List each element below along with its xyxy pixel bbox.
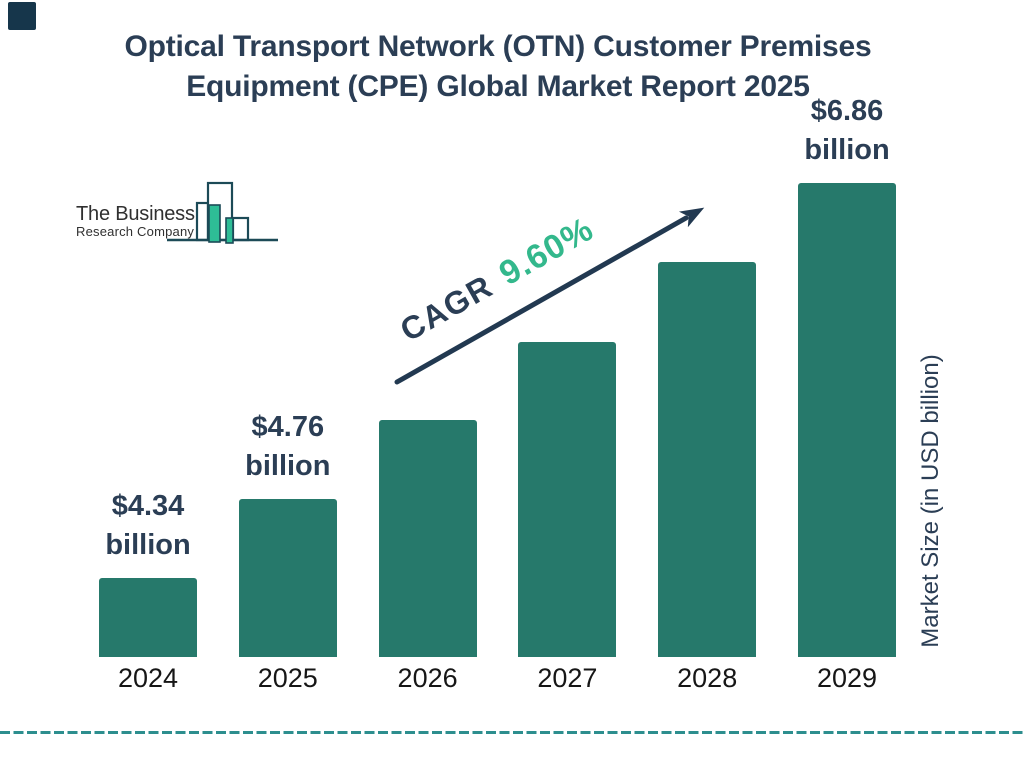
bar-2025 — [238, 499, 337, 657]
chart-title-line2: Equipment (CPE) Global Market Report 202… — [186, 70, 810, 103]
value-label-2024: $4.34 billion — [58, 485, 238, 565]
value-amount: $4.34 — [111, 490, 185, 522]
cagr-annotation: CAGR9.60% — [394, 210, 601, 350]
logo-text: The Business Research Company — [76, 203, 195, 239]
value-unit: billion — [245, 450, 331, 482]
y-axis-title: Market Size (in USD billion) — [917, 354, 944, 648]
value-amount: $4.76 — [251, 411, 325, 443]
value-unit: billion — [804, 134, 890, 166]
value-unit: billion — [105, 529, 191, 561]
value-amount: $6.86 — [810, 95, 884, 127]
bottom-dashed-divider — [0, 731, 1024, 734]
chart-title-line1: Optical Transport Network (OTN) Customer… — [124, 30, 872, 63]
bar-2024 — [99, 578, 197, 657]
value-label-2025: $4.76 billion — [198, 406, 378, 486]
logo-company-subname: Research Company — [76, 224, 195, 239]
cagr-label: CAGR — [394, 267, 500, 349]
axis-label-2025: 2025 — [257, 663, 318, 693]
bar-2029 — [798, 183, 896, 657]
bar-2028 — [658, 262, 757, 657]
axis-label-2026: 2026 — [397, 663, 458, 693]
logo-company-name: The Business — [76, 203, 195, 225]
cagr-value: 9.60% — [492, 209, 600, 293]
bar-2026 — [378, 420, 477, 657]
axis-label-2029: 2029 — [816, 663, 878, 693]
axis-label-2028: 2028 — [677, 663, 738, 693]
corner-marker — [8, 2, 36, 30]
axis-label-2027: 2027 — [537, 663, 598, 693]
axis-label-2024: 2024 — [117, 663, 179, 693]
bar-chart-logo-icon — [167, 181, 278, 244]
company-logo: The Business Research Company — [76, 175, 291, 253]
bar-2027 — [518, 342, 617, 657]
chart-title: Optical Transport Network (OTN) Customer… — [0, 27, 996, 107]
value-label-2029: $6.86 billion — [757, 90, 937, 170]
